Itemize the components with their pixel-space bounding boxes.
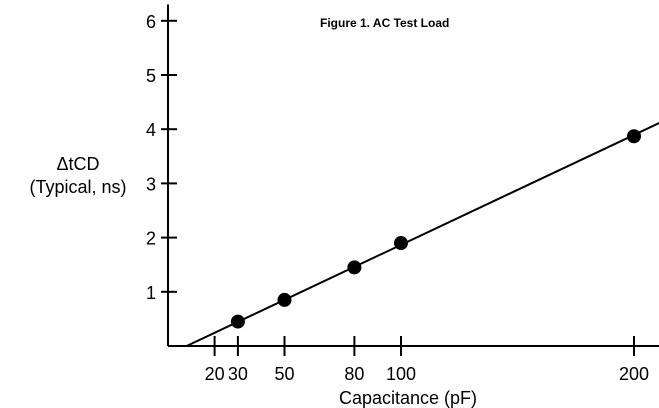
- x-tick-label: 50: [274, 364, 294, 384]
- y-tick-label: 1: [146, 283, 156, 303]
- y-tick-label: 4: [146, 120, 156, 140]
- data-point: [277, 292, 292, 307]
- y-axis-label-line2: (Typical, ns): [29, 177, 126, 197]
- x-tick-label: 30: [228, 364, 248, 384]
- x-tick-label: 20: [205, 364, 225, 384]
- data-point: [347, 260, 362, 275]
- data-points: [230, 129, 641, 329]
- axes: [167, 4, 659, 347]
- y-ticks: 1 2 3 4 5 6: [146, 12, 177, 303]
- data-point: [230, 314, 245, 329]
- y-axis-label-line1: ΔtCD: [56, 154, 99, 174]
- chart-title: Figure 1. AC Test Load: [320, 16, 449, 30]
- fit-line-group: [186, 122, 659, 347]
- x-tick-label: 200: [619, 364, 649, 384]
- data-point: [394, 236, 408, 251]
- y-tick-label: 6: [146, 12, 156, 32]
- y-tick-label: 5: [146, 66, 156, 86]
- x-ticks: 20 30 50 80 100 200: [205, 336, 649, 384]
- fit-line: [186, 122, 659, 347]
- y-tick-label: 3: [146, 174, 156, 194]
- x-tick-label: 80: [344, 364, 364, 384]
- x-axis-label: Capacitance (pF): [339, 388, 477, 408]
- data-point: [627, 129, 641, 144]
- x-tick-label: 100: [386, 364, 416, 384]
- y-tick-label: 2: [146, 229, 156, 249]
